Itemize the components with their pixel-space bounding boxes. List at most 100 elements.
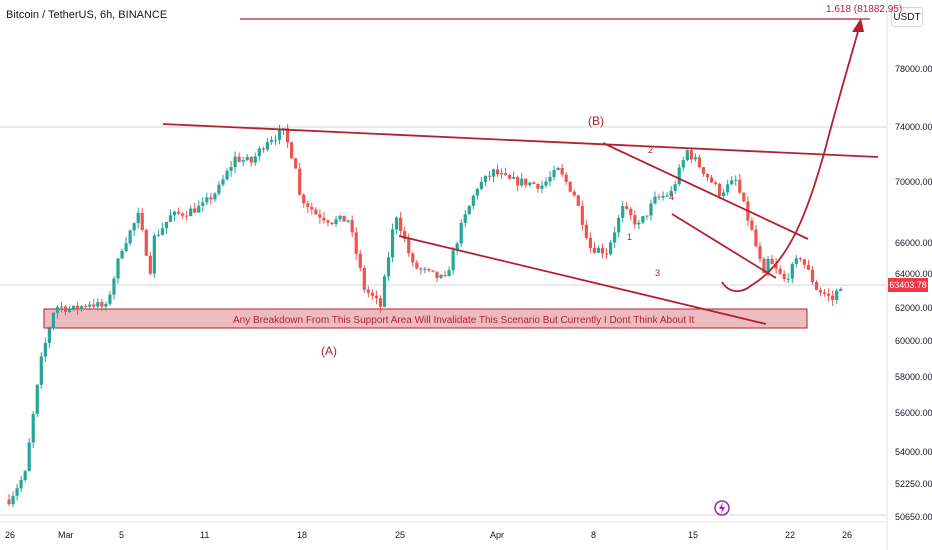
candle-body <box>322 217 326 221</box>
candle-body <box>411 253 415 263</box>
candle-body <box>370 292 374 296</box>
price-axis[interactable]: 78000.00 74000.00 70000.00 66000.00 6400… <box>895 64 932 522</box>
candle-body <box>536 183 540 189</box>
lightning-icon[interactable] <box>714 500 730 516</box>
candle-body <box>201 202 205 206</box>
y-tick-label: 60000.00 <box>895 336 932 346</box>
candle-body <box>285 128 290 143</box>
candle-body <box>504 173 508 175</box>
candle-body <box>592 247 597 253</box>
candle-body <box>84 306 88 308</box>
candle-body <box>419 268 423 270</box>
candle-body <box>629 208 633 216</box>
candle-body <box>318 214 322 218</box>
candle-body <box>346 220 350 222</box>
candle-body <box>713 182 718 184</box>
candle-body <box>479 181 483 190</box>
support-zone[interactable] <box>43 308 808 329</box>
candle-body <box>516 177 520 186</box>
upper-channel-line[interactable] <box>602 142 809 240</box>
candle-body <box>237 156 241 162</box>
candle-body <box>431 270 435 272</box>
candle-body <box>435 271 439 278</box>
candle-body <box>100 302 104 307</box>
currency-selector-button[interactable]: USDT <box>891 7 923 27</box>
wedge-upper-line[interactable] <box>671 213 777 279</box>
candle-body <box>302 194 306 204</box>
candle-body <box>362 267 366 290</box>
candle-body <box>330 222 334 225</box>
candle-body <box>181 213 185 216</box>
candle-body <box>229 167 233 171</box>
candle-body <box>11 495 15 505</box>
candle-body <box>524 178 528 186</box>
candle-body <box>645 215 649 217</box>
candle-body <box>822 292 827 294</box>
candle-body <box>580 205 584 225</box>
projection-path[interactable] <box>721 27 860 292</box>
candle-body <box>621 206 625 218</box>
x-tick-label: 8 <box>591 530 596 540</box>
candle-body <box>407 238 411 254</box>
candle-body <box>774 264 778 269</box>
candle-body <box>827 293 831 296</box>
wave-b-label: (B) <box>588 114 604 128</box>
x-tick-label: 25 <box>395 530 405 540</box>
candle-body <box>806 264 811 270</box>
support-zone-text: Any Breakdown From This Support Area Wil… <box>233 315 695 326</box>
candle-body <box>378 298 383 307</box>
candle-body <box>705 173 710 178</box>
candle-body <box>399 217 403 232</box>
candle-body <box>669 190 673 196</box>
candle-body <box>754 229 758 247</box>
candle-body <box>193 208 197 213</box>
resistance-trendline[interactable] <box>162 123 879 158</box>
candle-body <box>366 289 370 293</box>
candle-body <box>560 167 564 175</box>
candle-body <box>738 179 742 193</box>
candle-body <box>697 157 702 168</box>
lower-channel-line[interactable] <box>398 235 767 325</box>
candle-body <box>31 413 35 443</box>
candle-body <box>693 157 697 160</box>
candle-body <box>164 221 169 229</box>
candle-body <box>92 304 96 307</box>
candle-body <box>520 178 524 186</box>
candle-body <box>261 148 265 150</box>
candle-body <box>19 479 23 489</box>
candle-body <box>160 228 165 235</box>
x-tick-label: 15 <box>688 530 698 540</box>
candle-body <box>572 191 576 196</box>
x-tick-label: 26 <box>5 530 15 540</box>
x-tick-label: Mar <box>58 530 74 540</box>
candle-body <box>750 220 754 230</box>
candle-body <box>39 356 43 385</box>
x-tick-label: 22 <box>785 530 795 540</box>
subwave-3-label: 3 <box>655 268 660 278</box>
candle-body <box>277 130 282 140</box>
candle-body <box>108 294 112 304</box>
candle-body <box>338 215 342 220</box>
candle-body <box>471 195 475 206</box>
candle-body <box>556 167 560 171</box>
candle-body <box>839 289 843 291</box>
time-axis[interactable]: 26 Mar 5 11 18 25 Apr 8 15 22 26 <box>5 530 852 540</box>
candle-body <box>269 140 274 143</box>
candle-body <box>677 167 681 185</box>
candle-body <box>701 167 706 174</box>
candle-body <box>209 197 213 200</box>
candle-body <box>625 206 629 209</box>
candle-body <box>734 179 738 181</box>
candle-body <box>653 196 657 204</box>
candle-body <box>290 142 294 159</box>
candle-body <box>613 232 617 243</box>
candle-body <box>709 177 714 183</box>
candle-body <box>451 250 455 271</box>
candlestick-series <box>7 123 843 508</box>
candle-body <box>213 193 217 200</box>
candle-body <box>718 183 722 197</box>
candle-body <box>148 255 152 274</box>
candle-body <box>156 234 160 236</box>
fib-target-label: 1.618 (81882.95) <box>826 4 902 15</box>
